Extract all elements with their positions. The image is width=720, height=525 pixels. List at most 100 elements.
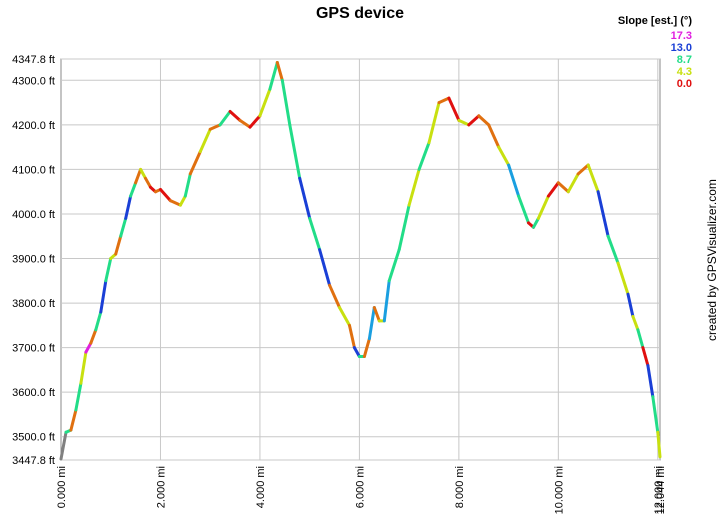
profile-segment	[124, 194, 133, 220]
profile-segment	[656, 430, 662, 459]
y-tick-label: 4000.0 ft	[12, 209, 55, 221]
x-tick-label: 0.000 mi	[56, 466, 68, 508]
profile-segment	[94, 310, 103, 332]
profile-segment	[367, 306, 376, 341]
y-tick-label: 3500.0 ft	[12, 432, 55, 444]
x-tick-label: 10.000 mi	[553, 466, 565, 514]
profile-segment	[437, 96, 451, 105]
profile-segment	[536, 194, 550, 220]
credit-note: created by GPSVisualizer.com	[705, 179, 719, 341]
profile-segment	[487, 123, 501, 149]
legend-entry: 4.3	[677, 66, 692, 78]
legend-entry: 0.0	[677, 78, 692, 90]
profile-segment	[338, 306, 351, 327]
profile-segment	[417, 141, 431, 171]
profile-segment	[606, 234, 620, 265]
y-axis-tick-labels: 3447.8 ft 3500.0 ft 3600.0 ft 3700.0 ft 3800…	[12, 54, 55, 467]
y-tick-label: 3800.0 ft	[12, 298, 55, 310]
profile-segment	[79, 350, 88, 385]
profile-segment	[631, 314, 640, 332]
profile-segment	[183, 172, 192, 198]
x-tick-label: 8.000 mi	[454, 466, 466, 508]
profile-segment	[407, 167, 421, 207]
profile-segment	[268, 61, 279, 91]
profile-segment	[397, 203, 411, 252]
profile-segment	[616, 261, 630, 296]
y-tick-label: 3447.8 ft	[12, 455, 55, 467]
grid-lines	[60, 58, 661, 461]
profile-segment	[139, 167, 147, 180]
x-tick-label: 2.000 mi	[155, 466, 167, 508]
profile-segment	[168, 199, 182, 207]
profile-segment	[218, 110, 232, 127]
profile-segment	[427, 101, 441, 145]
profile-segment	[586, 163, 600, 194]
profile-segment	[59, 430, 68, 461]
profile-segment	[641, 346, 650, 367]
profile-segment	[298, 176, 312, 220]
profile-segment	[626, 292, 635, 318]
profile-segment	[318, 248, 332, 287]
profile-segment	[114, 234, 123, 256]
profile-segment	[89, 328, 98, 345]
profile-segment	[238, 118, 252, 129]
y-tick-label: 3900.0 ft	[12, 254, 55, 266]
profile-segment	[104, 257, 113, 283]
profile-segment	[517, 194, 530, 225]
profile-segment	[546, 181, 560, 198]
profile-segment	[507, 163, 521, 198]
profile-segment	[646, 364, 655, 399]
profile-segment	[188, 150, 202, 176]
profile-segment	[328, 283, 341, 309]
y-tick-label: 3700.0 ft	[12, 343, 55, 355]
y-tick-label: 4347.8 ft	[12, 54, 55, 66]
profile-segment	[532, 216, 540, 229]
profile-segment	[651, 395, 660, 434]
profile-segment	[308, 216, 322, 252]
y-tick-label: 4100.0 ft	[12, 164, 55, 176]
slope-legend: Slope [est.] (°) 17.313.08.74.30.0	[618, 15, 692, 90]
x-axis-tick-labels: 0.000 mi 2.000 mi 4.000 mi 6.000 mi 8.000 mi…	[56, 466, 667, 514]
profile-segment	[248, 114, 262, 129]
profile-segment	[178, 194, 187, 207]
profile-segment	[457, 118, 471, 127]
y-tick-label: 4300.0 ft	[12, 75, 55, 87]
legend-entry: 8.7	[677, 54, 692, 66]
profile-segment	[84, 341, 93, 354]
profile-segment	[467, 114, 481, 127]
profile-segment	[596, 190, 610, 238]
profile-segment	[352, 346, 361, 358]
elevation-profile-series	[59, 61, 662, 461]
profile-segment	[144, 176, 152, 189]
y-tick-label: 3600.0 ft	[12, 387, 55, 399]
profile-segment	[362, 337, 371, 358]
profile-segment	[576, 163, 590, 176]
profile-segment	[159, 188, 172, 203]
profile-segment	[69, 408, 78, 432]
legend-entry: 13.0	[671, 42, 692, 54]
profile-segment	[447, 96, 461, 122]
profile-segment	[198, 127, 212, 154]
x-tick-label: 12.000 mi	[653, 466, 665, 514]
legend-entry: 17.3	[671, 30, 692, 42]
legend-title: Slope [est.] (°)	[618, 15, 692, 27]
profile-segment	[556, 181, 570, 194]
profile-segment	[387, 248, 401, 283]
profile-segment	[258, 87, 272, 118]
y-tick-label: 4200.0 ft	[12, 120, 55, 132]
profile-segment	[497, 145, 511, 167]
profile-segment	[348, 323, 356, 350]
profile-segment	[228, 110, 242, 122]
profile-segment	[208, 123, 222, 131]
x-tick-label: 6.000 mi	[354, 466, 366, 508]
profile-segment	[99, 279, 108, 314]
chart-title: GPS device	[316, 5, 404, 22]
profile-segment	[636, 328, 645, 350]
x-tick-label: 4.000 mi	[255, 466, 267, 508]
profile-segment	[372, 306, 381, 323]
legend-entries: 17.313.08.74.30.0	[671, 30, 692, 90]
profile-segment	[134, 167, 143, 185]
profile-segment	[119, 216, 128, 238]
